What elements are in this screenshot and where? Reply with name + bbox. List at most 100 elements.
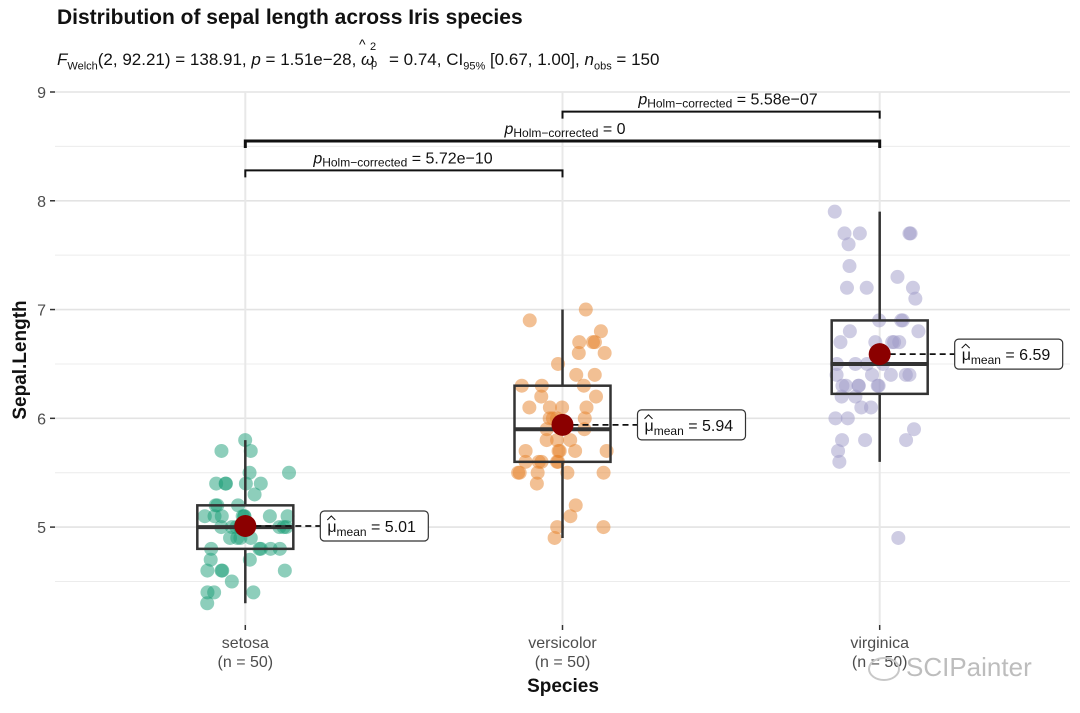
box-iqr (830, 319, 929, 396)
data-point (834, 389, 849, 404)
data-point (835, 378, 850, 393)
data-point (214, 563, 229, 578)
wechat-icon (868, 657, 900, 682)
mean-marker (868, 343, 891, 366)
data-point (842, 259, 857, 274)
data-point (885, 335, 900, 350)
box-iqr (513, 384, 612, 464)
mean-hat (961, 343, 971, 349)
mean-symbol-sub: mean (654, 424, 684, 438)
y-axis-title: Sepal.Length (10, 300, 31, 419)
data-point (246, 585, 261, 600)
data-point (534, 389, 549, 404)
data-point (571, 346, 586, 361)
mean-label: μmean = 5.94 (645, 418, 734, 438)
data-point (828, 411, 843, 426)
data-point (203, 552, 218, 567)
data-point (542, 400, 557, 415)
mean-symbol: μ (645, 418, 654, 435)
data-point (865, 367, 880, 382)
data-point (596, 465, 611, 480)
data-point (218, 476, 233, 491)
data-point (539, 433, 554, 448)
subtitle-ci-value: [0.67, 1.00], (485, 50, 585, 69)
comparison-value: = 5.72e−10 (407, 150, 493, 167)
data-point (883, 367, 898, 382)
subtitle-f-sub: Welch (67, 60, 98, 73)
data-point (840, 411, 855, 426)
subtitle-f-label: F (57, 50, 68, 69)
comparison-brackets: p Holm−corrected = 5.72e−10 pHolm−correcte… (243, 92, 882, 178)
data-point (829, 367, 844, 382)
data-point (835, 433, 850, 448)
data-point (870, 378, 885, 393)
x-tick-count-label: (n = 50) (218, 654, 274, 671)
data-point (891, 530, 906, 545)
data-point (837, 226, 852, 241)
data-point (282, 465, 297, 480)
data-point (898, 367, 913, 382)
mean-symbol: μ (327, 519, 336, 536)
data-point (863, 400, 878, 415)
y-tick-label: 6 (37, 411, 46, 428)
y-tick-label: 7 (37, 303, 46, 320)
subtitle-omega-hat: ^ (359, 36, 366, 52)
data-point (890, 269, 905, 284)
comparison-label: pHolm−corrected = 5.58e−07 (637, 92, 817, 111)
mean-symbol-sub: mean (337, 525, 367, 539)
data-point (214, 443, 229, 458)
data-point (579, 400, 594, 415)
data-point (224, 574, 239, 589)
data-point (280, 509, 295, 524)
comparison-p: p (312, 150, 322, 167)
mean-hat (644, 414, 653, 420)
mean-hat (326, 515, 336, 521)
data-point (908, 291, 923, 306)
y-tick-label: 9 (37, 85, 46, 102)
data-point (563, 509, 578, 524)
subtitle-omega-sub: p (371, 58, 378, 70)
data-point (899, 433, 914, 448)
data-point (550, 520, 565, 535)
subtitle-omega-label: ω (361, 50, 375, 69)
data-point (262, 509, 277, 524)
subtitle-p-label: p (251, 50, 261, 69)
subtitle-n-sub: obs (593, 60, 612, 73)
mean-label: μmean = 5.01 (327, 519, 416, 539)
data-point (197, 509, 212, 524)
data-point (577, 411, 592, 426)
comparison-value: = 5.58e−07 (732, 92, 818, 109)
data-point (552, 443, 567, 458)
data-point (522, 313, 537, 328)
subtitle-omega: ω ^ 2 p (359, 36, 378, 70)
mean-label-box (319, 510, 429, 542)
data-point (593, 324, 608, 339)
data-point (214, 509, 229, 524)
data-point (854, 400, 869, 415)
data-point (589, 389, 604, 404)
mean-value: = 5.01 (367, 519, 416, 536)
comparison-bracket (244, 169, 564, 178)
data-point (518, 443, 533, 458)
comparison-sub: Holm−corrected (513, 126, 598, 140)
data-point (569, 367, 584, 382)
comparison-value: = 0 (598, 121, 625, 138)
data-point (839, 280, 854, 295)
subtitle-omega-sup: 2 (370, 41, 377, 53)
data-point (587, 367, 602, 382)
subtitle-omega-value: = 0.74, CI (384, 50, 464, 69)
data-point (277, 563, 292, 578)
data-point (827, 204, 842, 219)
watermark-text: SCIPainter (906, 652, 1032, 682)
chart-subtitle: FWelch(2, 92.21) = 138.91, p = 1.51e−28,… (57, 36, 659, 73)
data-point (851, 378, 866, 393)
y-tick-label: 8 (37, 194, 46, 211)
watermark: SCIPainter (868, 652, 1032, 683)
data-point (858, 433, 873, 448)
data-point (841, 237, 856, 252)
data-point (568, 498, 583, 513)
mean-label-box (636, 409, 747, 441)
data-point (597, 346, 612, 361)
mean-label-box (954, 338, 1064, 370)
comparison-sub: Holm−corrected (647, 97, 732, 111)
